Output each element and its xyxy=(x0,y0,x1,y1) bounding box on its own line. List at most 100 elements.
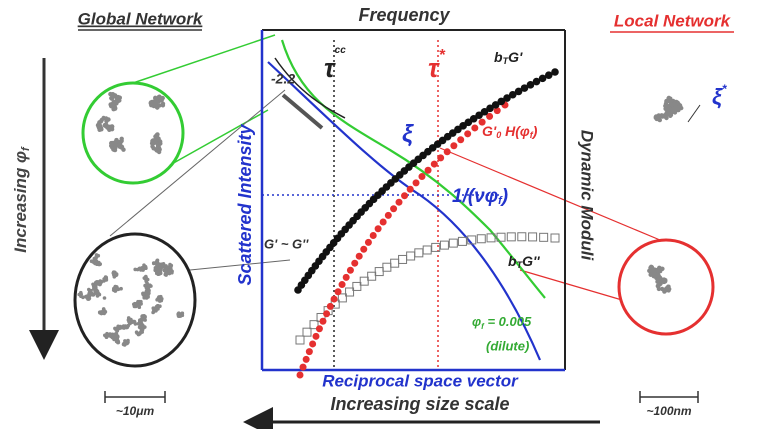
loss-marker xyxy=(551,234,559,242)
plateau-marker xyxy=(300,364,307,371)
plateau-marker xyxy=(425,167,432,174)
concentration-label: φf = 0.005 xyxy=(472,314,532,331)
plateau-marker xyxy=(457,136,464,143)
plateau-marker xyxy=(319,318,326,325)
plateau-marker xyxy=(306,348,313,355)
plateau-marker xyxy=(407,186,414,193)
plateau-marker xyxy=(323,310,330,317)
loss-marker xyxy=(360,277,368,285)
bottom-label: Increasing size scale xyxy=(330,394,509,414)
particle xyxy=(106,117,110,121)
plateau-marker xyxy=(471,124,478,131)
loss-marker xyxy=(407,252,415,260)
plateau-marker xyxy=(365,239,372,246)
plateau-marker xyxy=(316,325,323,332)
particle xyxy=(158,304,162,308)
particle xyxy=(161,96,165,100)
particle xyxy=(114,274,118,278)
plateau-marker xyxy=(331,296,338,303)
loss-marker xyxy=(458,237,466,245)
particle xyxy=(120,137,124,141)
right-axis-label: Dynamic Moduli xyxy=(578,130,597,262)
plateau-marker xyxy=(375,225,382,232)
particle xyxy=(147,292,151,296)
plateau-marker xyxy=(309,340,316,347)
plateau-marker xyxy=(464,130,471,137)
plateau-marker xyxy=(312,333,319,340)
zoom-circle-green xyxy=(83,83,183,183)
particle xyxy=(87,288,91,292)
particle xyxy=(112,100,116,104)
particle xyxy=(104,275,108,279)
particle xyxy=(177,314,181,318)
plateau-marker xyxy=(343,274,350,281)
zoom-line xyxy=(133,35,275,83)
storage-marker xyxy=(551,68,559,76)
particle xyxy=(95,281,99,285)
loss-marker xyxy=(423,246,431,254)
plateau-marker xyxy=(356,253,363,260)
plateau-marker xyxy=(431,161,438,168)
plateau-marker xyxy=(339,281,346,288)
plateau-label: G'0 H(φf) xyxy=(482,123,538,141)
particle xyxy=(139,323,143,327)
inverse-label: 1/(νφf) xyxy=(452,186,508,207)
plateau-marker xyxy=(396,199,403,206)
x-label: Reciprocal space vector xyxy=(322,371,519,390)
plateau-marker xyxy=(401,192,408,199)
dilute-label: (dilute) xyxy=(486,338,529,353)
particle xyxy=(97,254,101,258)
particle xyxy=(112,147,116,151)
particle xyxy=(127,316,131,320)
left-title: Global Network xyxy=(78,9,204,28)
particle xyxy=(90,260,94,264)
loss-marker xyxy=(449,239,457,247)
plateau-marker xyxy=(418,173,425,180)
figure: Global Network Frequency Local Network I… xyxy=(0,0,767,429)
particle xyxy=(159,295,163,299)
loss-marker xyxy=(296,336,304,344)
particle xyxy=(115,333,119,337)
plateau-marker xyxy=(303,356,310,363)
y-label: Scattered Intensity xyxy=(235,123,255,285)
loss-marker xyxy=(383,263,391,271)
left-axis-label: Increasing φf xyxy=(11,146,31,253)
loss-marker xyxy=(540,233,548,241)
plateau-marker xyxy=(347,267,354,274)
plateau-marker xyxy=(450,142,457,149)
particle xyxy=(103,296,107,300)
plateau-marker xyxy=(370,232,377,239)
plateau-marker xyxy=(437,154,444,161)
plateau-marker xyxy=(444,148,451,155)
plateau-marker xyxy=(351,260,358,267)
pointer xyxy=(688,105,700,122)
loss-label: bTG'' xyxy=(508,253,540,271)
storage-label: bTG' xyxy=(494,49,523,67)
loss-marker xyxy=(391,259,399,267)
zoom-line xyxy=(110,90,285,236)
plateau-marker xyxy=(380,219,387,226)
particle xyxy=(139,302,143,306)
plateau-marker xyxy=(390,205,397,212)
particle xyxy=(146,278,150,282)
loss-marker xyxy=(399,255,407,263)
plateau-marker xyxy=(360,246,367,253)
particle xyxy=(102,312,106,316)
loss-marker xyxy=(440,241,448,249)
tau-cc: τcc xyxy=(324,45,346,83)
particle xyxy=(144,296,148,300)
xi-star: ξ* xyxy=(712,82,728,109)
particle xyxy=(108,92,112,96)
particle xyxy=(132,320,136,324)
particle xyxy=(660,267,664,271)
particle xyxy=(141,266,145,270)
scale-label: ~100nm xyxy=(646,404,691,418)
loss-marker xyxy=(303,328,311,336)
plateau-marker xyxy=(385,212,392,219)
loss-marker xyxy=(368,272,376,280)
loss-marker xyxy=(375,268,383,276)
particle xyxy=(78,293,82,297)
loss-marker xyxy=(415,249,423,257)
plateau-marker xyxy=(297,372,304,379)
particle xyxy=(168,268,172,272)
